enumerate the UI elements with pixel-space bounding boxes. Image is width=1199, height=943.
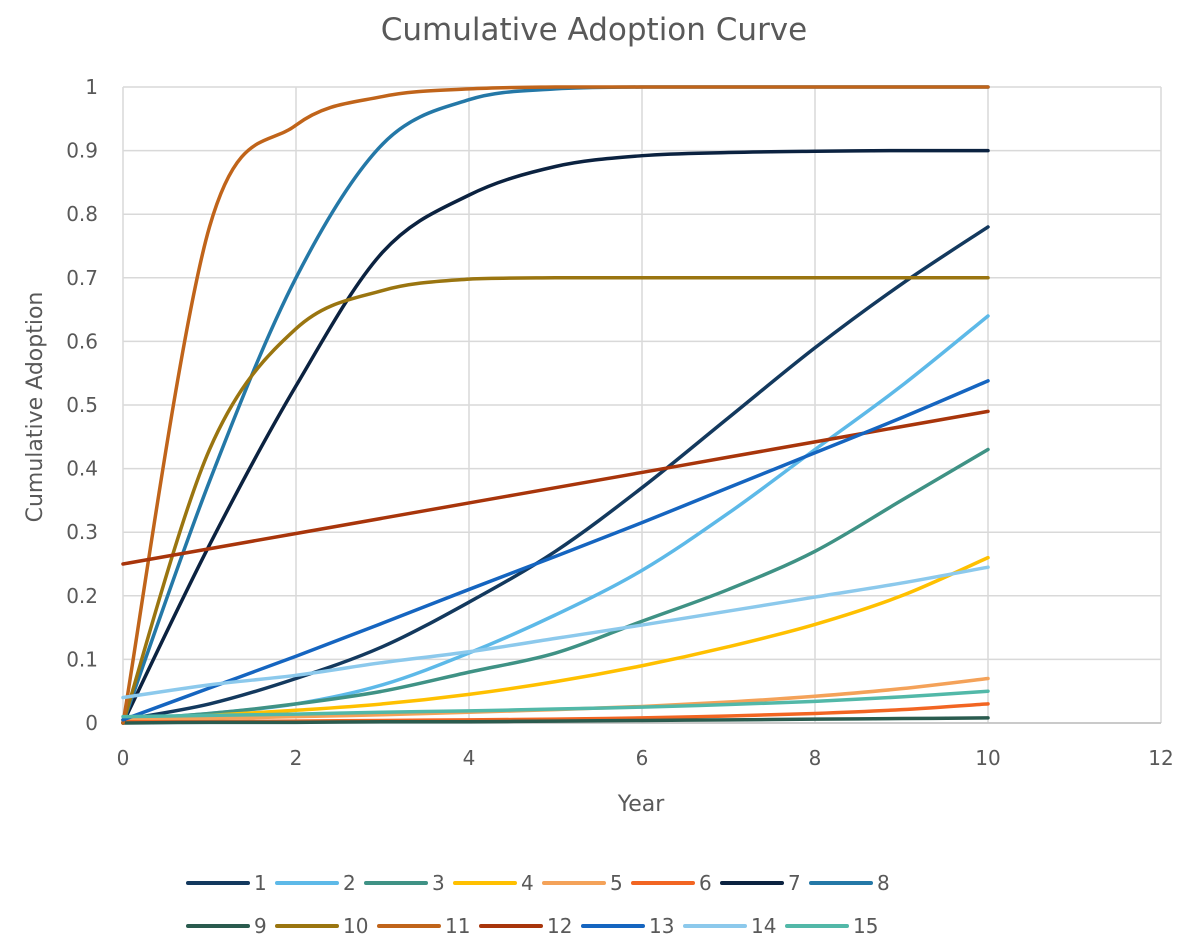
y-tick-label: 0.3 (66, 520, 98, 544)
gridlines (122, 86, 1162, 724)
x-tick-label: 12 (1148, 746, 1173, 770)
legend-label-1: 1 (254, 871, 267, 895)
tick-labels: 00.10.20.30.40.50.60.70.80.910 2 4 6 8 10 12 (66, 75, 1174, 770)
series-line-9 (121, 716, 990, 725)
legend-label-14: 14 (751, 914, 776, 938)
series-line-10 (121, 276, 990, 725)
y-tick-label: 0.1 (66, 647, 98, 671)
series-line-7 (121, 148, 990, 725)
x-tick-label: 10 (975, 746, 1000, 770)
y-tick-label: 0.2 (66, 584, 98, 608)
legend-label-6: 6 (699, 871, 712, 895)
series-line-11 (121, 85, 990, 725)
legend-label-8: 8 (877, 871, 890, 895)
legend-label-7: 7 (788, 871, 801, 895)
y-axis-label: Cumulative Adoption (23, 292, 48, 523)
y-tick-label: 0.9 (66, 139, 98, 163)
legend-label-4: 4 (521, 871, 534, 895)
y-tick-label: 0.6 (66, 329, 98, 353)
y-tick-label: 1 (85, 75, 98, 99)
y-tick-label: 0.7 (66, 266, 98, 290)
legend: 1 2 3 4 5 6 7 89 10 11 12 13 14 15 (186, 871, 890, 938)
series-line-14 (121, 565, 990, 700)
legend-label-10: 10 (343, 914, 368, 938)
legend-label-13: 13 (649, 914, 674, 938)
legend-label-5: 5 (610, 871, 623, 895)
x-tick-label: 2 (290, 746, 303, 770)
series-line-15 (121, 689, 990, 719)
series-line-3 (121, 447, 990, 722)
legend-label-3: 3 (432, 871, 445, 895)
x-tick-label: 8 (809, 746, 822, 770)
x-axis-label: Year (617, 792, 666, 817)
series-line-4 (121, 555, 990, 722)
legend-label-9: 9 (254, 914, 267, 938)
y-tick-label: 0.8 (66, 202, 98, 226)
series-lines (121, 85, 990, 725)
series-line-1 (121, 225, 990, 722)
y-tick-label: 0 (85, 711, 98, 735)
x-tick-label: 4 (463, 746, 476, 770)
legend-label-15: 15 (853, 914, 878, 938)
y-tick-label: 0.4 (66, 457, 98, 481)
series-line-13 (121, 379, 990, 722)
legend-label-12: 12 (547, 914, 572, 938)
chart-title: Cumulative Adoption Curve (381, 12, 807, 48)
y-tick-label: 0.5 (66, 393, 98, 417)
legend-label-11: 11 (445, 914, 470, 938)
x-tick-label: 0 (117, 746, 130, 770)
x-tick-label: 6 (636, 746, 649, 770)
legend-label-2: 2 (343, 871, 356, 895)
series-line-12 (121, 409, 990, 566)
